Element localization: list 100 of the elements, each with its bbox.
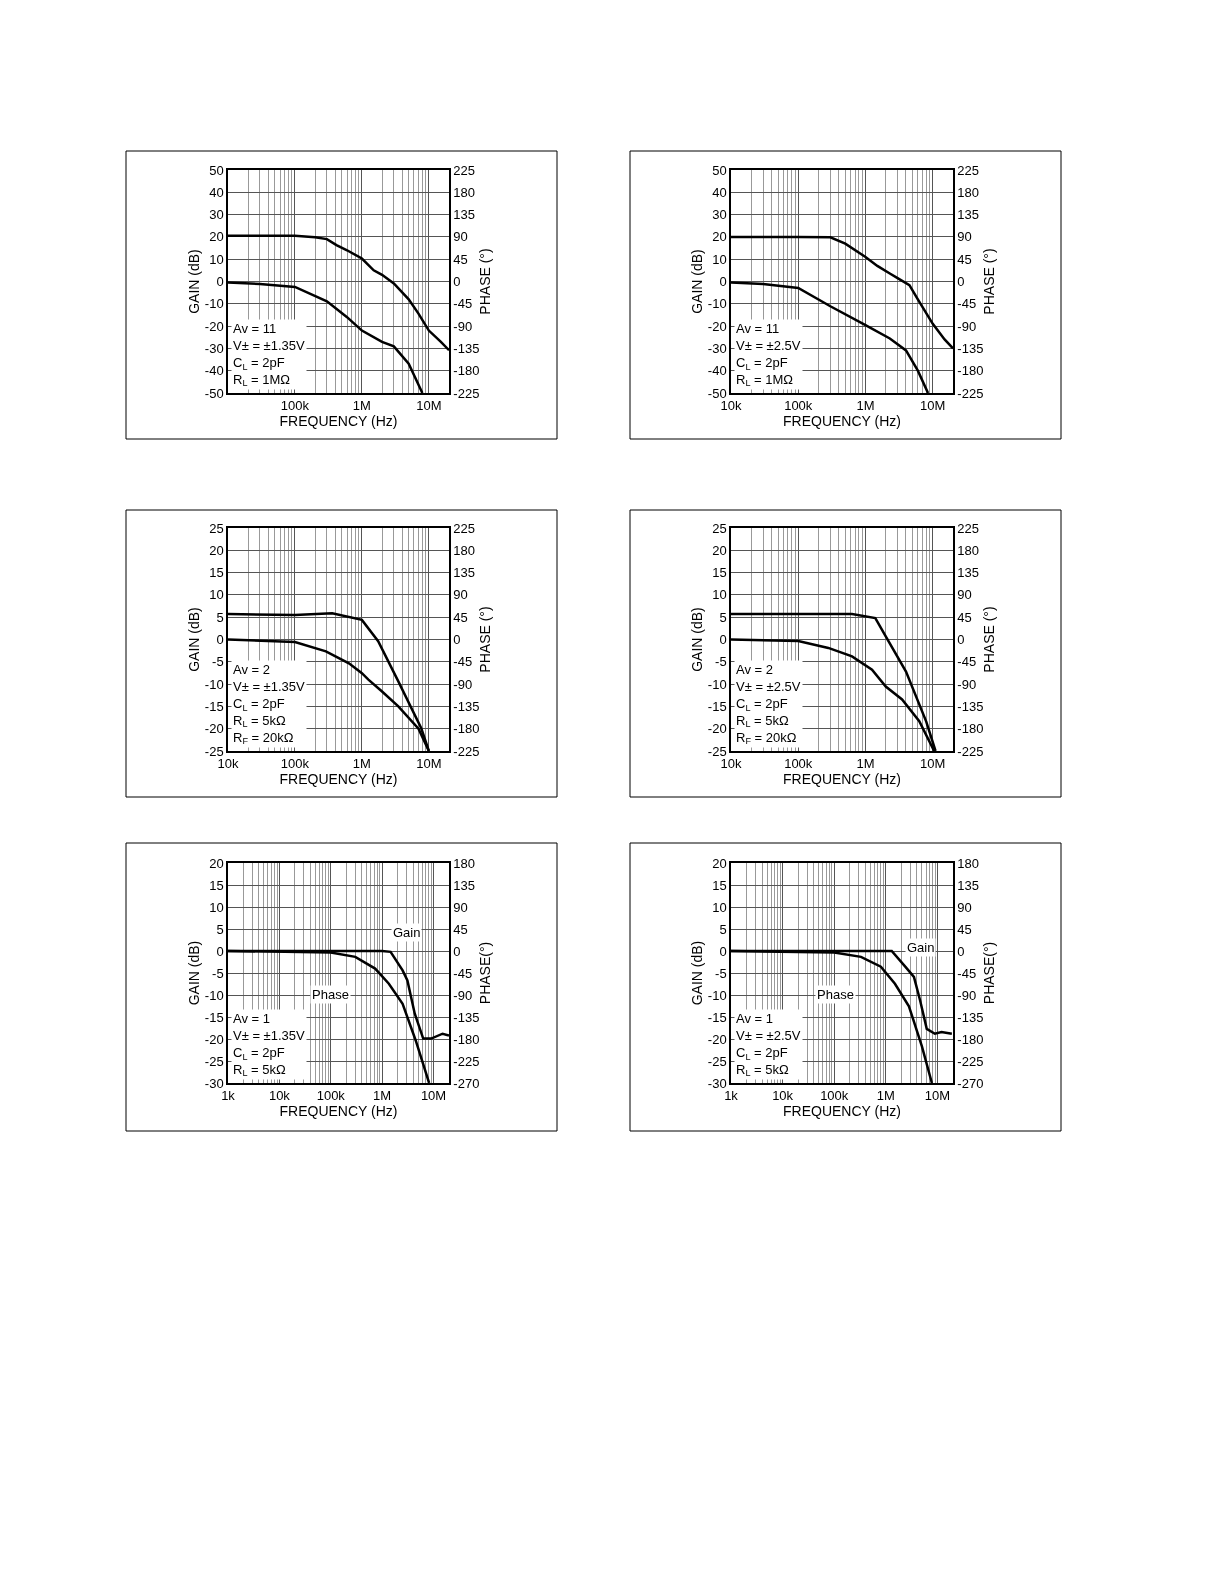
y2-tick-label: 45 xyxy=(957,921,972,937)
y2-tick-label: 135 xyxy=(453,877,476,893)
y-tick-label: 10 xyxy=(209,587,224,603)
y-tick-label: 10 xyxy=(712,587,727,603)
y2-tick-label: 90 xyxy=(453,587,468,603)
y2-tick-label: -180 xyxy=(453,1031,480,1047)
y2-tick-label: -180 xyxy=(957,363,984,379)
y2-tick-label: -135 xyxy=(453,698,480,714)
x-tick-label: 1k xyxy=(221,1088,236,1104)
y2-tick-label: 180 xyxy=(453,542,476,558)
annotation: Av = 1 xyxy=(233,1011,270,1026)
x-tick-label: 100k xyxy=(784,756,813,772)
y-tick-label: 10 xyxy=(209,251,224,267)
y2-tick-label: -180 xyxy=(957,1031,984,1047)
y-tick-label: 0 xyxy=(216,632,224,648)
y-tick-label: 10 xyxy=(712,899,727,915)
x-axis-title: FREQUENCY (Hz) xyxy=(783,413,901,430)
y2-tick-label: -135 xyxy=(957,698,984,714)
y-tick-label: -25 xyxy=(707,743,727,759)
y-tick-label: -20 xyxy=(204,318,224,334)
text: Phase xyxy=(817,987,854,1002)
y2-tick-label: 45 xyxy=(957,251,972,267)
annotation: R$_{F}$ = 20kΩ xyxy=(736,729,797,747)
x-axis-title: FREQUENCY (Hz) xyxy=(279,771,398,788)
y2-tick-label: -225 xyxy=(453,385,480,401)
annotation: V± = ±2.5V xyxy=(736,1027,801,1043)
x-axis-title: FREQUENCY (Hz) xyxy=(279,1103,398,1120)
x-axis-title: FREQUENCY (Hz) xyxy=(783,771,901,788)
annotation: C$_{L}$ = 2pF xyxy=(233,695,285,713)
x-tick-label: 100k xyxy=(280,398,310,414)
annotation: V± = ±1.35V xyxy=(233,337,306,353)
y2-tick-label: -90 xyxy=(453,318,473,334)
y-tick-label: -10 xyxy=(707,296,727,312)
y2-axis-title: PHASE (°) xyxy=(981,606,998,673)
x-tick-label: 10M xyxy=(416,756,442,772)
y-tick-label: -5 xyxy=(715,654,727,670)
y-tick-label: -10 xyxy=(204,987,224,1003)
x-tick-label: 1k xyxy=(724,1088,739,1104)
x-tick-label: 10M xyxy=(920,756,946,772)
y2-tick-label: -135 xyxy=(453,340,480,356)
x-tick-label: 10M xyxy=(420,1088,447,1104)
y2-tick-label: -270 xyxy=(957,1075,984,1091)
y2-tick-label: 0 xyxy=(957,943,965,959)
y-tick-label: 5 xyxy=(719,921,727,937)
y2-tick-label: -90 xyxy=(957,318,977,334)
y2-tick-label: -225 xyxy=(957,743,984,759)
y2-tick-label: 225 xyxy=(957,520,980,536)
y2-tick-label: 0 xyxy=(453,274,461,290)
x-tick-label: 10k xyxy=(217,756,239,772)
x-tick-label: 10M xyxy=(920,398,946,414)
y2-tick-label: -225 xyxy=(453,743,480,759)
y2-tick-label: -180 xyxy=(453,363,480,379)
y-tick-label: -40 xyxy=(204,363,224,379)
y-tick-label: 15 xyxy=(712,877,727,893)
y-tick-label: 25 xyxy=(712,520,727,536)
y-tick-label: 20 xyxy=(712,855,727,871)
y2-tick-label: 0 xyxy=(453,943,461,959)
x-tick-label: 1M xyxy=(876,1088,895,1104)
y-tick-label: 20 xyxy=(209,229,224,245)
y-tick-label: -10 xyxy=(707,987,727,1003)
y-tick-label: 40 xyxy=(209,184,224,200)
y2-tick-label: 225 xyxy=(957,162,980,178)
y2-tick-label: -90 xyxy=(453,987,473,1003)
y-tick-label: -10 xyxy=(204,296,224,312)
y2-tick-label: 45 xyxy=(453,921,468,937)
annotation: R$_{L}$ = 1MΩ xyxy=(736,371,794,389)
y2-tick-label: 135 xyxy=(453,207,476,223)
x-tick-label: 10M xyxy=(924,1088,951,1104)
y-tick-label: -5 xyxy=(715,965,727,981)
y-tick-label: -15 xyxy=(707,1009,727,1025)
y2-tick-label: -90 xyxy=(957,987,977,1003)
y-tick-label: -15 xyxy=(204,698,224,714)
annotation: V± = ±1.35V xyxy=(233,678,306,694)
x-tick-label: 100k xyxy=(784,398,813,414)
y2-tick-label: -45 xyxy=(957,965,977,981)
y-tick-label: -30 xyxy=(204,340,224,356)
annotation: R$_{L}$ = 5kΩ xyxy=(233,1061,286,1079)
annotation: Av = 11 xyxy=(736,321,780,336)
x-tick-label: 100k xyxy=(280,756,310,772)
y2-tick-label: -225 xyxy=(957,1053,984,1069)
y-tick-label: -50 xyxy=(204,385,224,401)
annotation: R$_{L}$ = 1MΩ xyxy=(233,371,291,389)
y-tick-label: -40 xyxy=(707,363,727,379)
y2-tick-label: -45 xyxy=(453,965,473,981)
annotation: C$_{L}$ = 2pF xyxy=(736,1044,788,1062)
y-tick-label: 15 xyxy=(209,877,224,893)
x-tick-label: 1M xyxy=(856,756,875,772)
y-tick-label: 5 xyxy=(719,609,727,625)
y-tick-label: 10 xyxy=(712,251,727,267)
x-tick-label: 10k xyxy=(268,1088,291,1104)
y-tick-label: 0 xyxy=(216,274,224,290)
y-tick-label: -15 xyxy=(707,698,727,714)
y2-tick-label: -90 xyxy=(957,676,977,692)
series-label: Gain xyxy=(907,940,935,955)
x-tick-label: 1M xyxy=(352,756,371,772)
x-tick-label: 100k xyxy=(820,1088,849,1104)
y-tick-label: 25 xyxy=(209,520,224,536)
y-tick-label: 15 xyxy=(712,565,727,581)
y-tick-label: -20 xyxy=(707,1031,727,1047)
y2-tick-label: 180 xyxy=(957,542,980,558)
